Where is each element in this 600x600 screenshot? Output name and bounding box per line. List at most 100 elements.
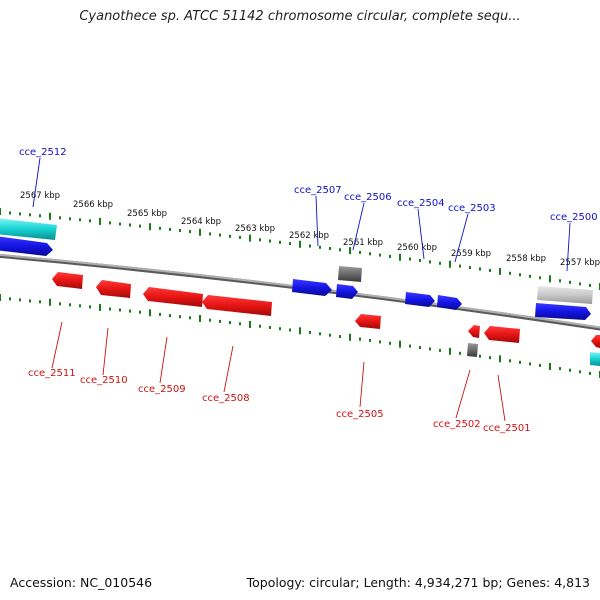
- gene-cce_2502-rna[interactable]: [467, 343, 478, 357]
- gene-label: cce_2509: [138, 384, 186, 395]
- minor-tick: [179, 229, 181, 232]
- minor-tick: [309, 244, 311, 248]
- gene-cce_2509[interactable]: [143, 287, 203, 307]
- minor-tick: [489, 268, 491, 272]
- kbp-label: 2559 kbp: [451, 249, 491, 259]
- minor-tick: [209, 232, 211, 236]
- minor-tick: [29, 299, 31, 303]
- minor-tick: [229, 234, 231, 238]
- minor-tick: [209, 318, 211, 322]
- gene-label: cce_2506: [344, 192, 392, 203]
- gene-cce_2507[interactable]: [292, 279, 332, 296]
- minor-tick: [409, 257, 411, 261]
- gene-cce_2505[interactable]: [355, 314, 381, 329]
- minor-tick: [29, 213, 31, 217]
- minor-tick: [169, 314, 171, 318]
- major-tick: [349, 333, 351, 341]
- minor-tick: [329, 333, 331, 337]
- minor-tick: [439, 348, 441, 352]
- minor-tick: [389, 254, 391, 258]
- gene-label: cce_2503: [448, 203, 496, 214]
- leader-line: [359, 361, 365, 408]
- minor-tick: [509, 271, 511, 275]
- gene-cce_2508[interactable]: [202, 295, 272, 316]
- minor-tick: [289, 242, 291, 245]
- gene-cce_2506-rna[interactable]: [338, 266, 362, 282]
- minor-tick: [39, 300, 41, 304]
- minor-tick: [219, 319, 221, 323]
- minor-tick: [309, 331, 311, 334]
- gene-cce_2502[interactable]: [468, 325, 480, 338]
- minor-tick: [79, 218, 81, 222]
- gene-cce_2503[interactable]: [437, 295, 462, 310]
- minor-tick: [19, 212, 21, 216]
- gene-label: cce_2502: [433, 419, 481, 430]
- minor-tick: [509, 359, 511, 363]
- minor-tick: [479, 354, 481, 358]
- leader-line: [497, 374, 506, 422]
- gene-edge-red[interactable]: [591, 335, 600, 348]
- kbp-label: 2567 kbp: [20, 191, 60, 201]
- minor-tick: [159, 312, 161, 316]
- minor-tick: [269, 239, 271, 243]
- minor-tick: [519, 360, 521, 364]
- major-tick: [499, 267, 501, 275]
- gene-cce_2500-rna[interactable]: [537, 286, 593, 304]
- gene-cce_2510[interactable]: [96, 280, 131, 298]
- gene-label: cce_2510: [80, 375, 128, 386]
- minor-tick: [369, 252, 371, 256]
- gene-edge-pseudo[interactable]: [590, 352, 600, 366]
- gene-cce_2500[interactable]: [535, 303, 591, 320]
- major-tick: [449, 347, 451, 355]
- gene-label: cce_2500: [550, 212, 598, 223]
- kbp-label: 2565 kbp: [127, 209, 167, 219]
- gene-cce_2511[interactable]: [52, 272, 83, 289]
- minor-tick: [9, 211, 11, 215]
- major-tick: [149, 309, 151, 317]
- minor-tick: [379, 340, 381, 344]
- minor-tick: [359, 250, 361, 254]
- leader-line: [352, 202, 365, 251]
- major-tick: [49, 212, 51, 220]
- minor-tick: [579, 282, 581, 286]
- gene-label: cce_2505: [336, 409, 384, 420]
- minor-tick: [9, 297, 11, 301]
- minor-tick: [409, 344, 411, 348]
- gene-label: cce_2507: [294, 185, 342, 196]
- minor-tick: [459, 264, 461, 268]
- leader-line: [315, 195, 319, 247]
- leader-line: [32, 157, 41, 208]
- major-tick: [249, 321, 251, 328]
- minor-tick: [479, 267, 481, 271]
- major-tick: [299, 327, 301, 335]
- minor-tick: [529, 362, 531, 366]
- minor-tick: [129, 309, 131, 313]
- major-tick: [549, 363, 551, 370]
- kbp-label: 2563 kbp: [235, 224, 275, 234]
- major-tick: [0, 294, 1, 301]
- gene-cce_2501[interactable]: [484, 326, 520, 343]
- leader-line: [455, 369, 471, 419]
- gene-label: cce_2504: [397, 198, 445, 209]
- minor-tick: [69, 303, 71, 307]
- gene-cce_2512-pseudo[interactable]: [0, 218, 57, 240]
- minor-tick: [179, 315, 181, 319]
- major-tick: [199, 228, 201, 236]
- minor-tick: [219, 233, 221, 237]
- minor-tick: [369, 339, 371, 342]
- gene-label: cce_2501: [483, 423, 531, 434]
- major-tick: [99, 217, 101, 225]
- minor-tick: [419, 346, 421, 349]
- major-tick: [49, 298, 51, 306]
- minor-tick: [59, 216, 61, 220]
- minor-tick: [439, 261, 441, 265]
- major-tick: [499, 355, 501, 363]
- minor-tick: [319, 245, 321, 249]
- major-tick: [249, 234, 251, 242]
- gene-cce_2504[interactable]: [405, 292, 435, 307]
- minor-tick: [279, 327, 281, 331]
- minor-tick: [79, 304, 81, 308]
- gene-cce_2512[interactable]: [0, 236, 53, 256]
- gene-cce_2506[interactable]: [336, 284, 358, 299]
- minor-tick: [469, 266, 471, 269]
